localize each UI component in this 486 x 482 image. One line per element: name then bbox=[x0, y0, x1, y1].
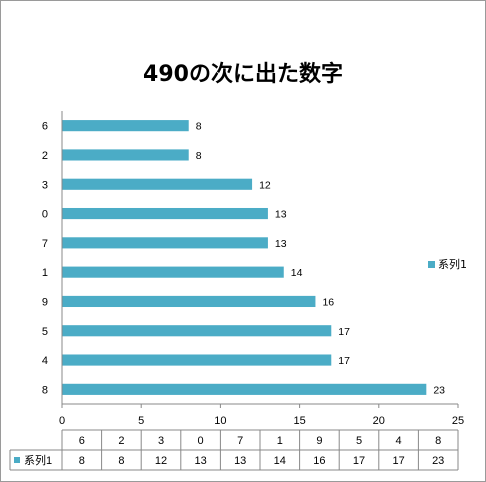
table-value-cell: 8 bbox=[118, 455, 124, 467]
table-series-name: 系列1 bbox=[24, 453, 52, 467]
table-header-cell: 2 bbox=[118, 435, 124, 447]
bar-7 bbox=[62, 237, 268, 249]
table-value-cell: 12 bbox=[155, 455, 167, 467]
category-label-7: 7 bbox=[42, 238, 48, 250]
bar-group bbox=[62, 120, 427, 395]
bar-3 bbox=[62, 178, 253, 190]
category-label-2: 2 bbox=[42, 150, 48, 162]
data-label-8: 23 bbox=[433, 384, 445, 396]
table-value-cell: 23 bbox=[432, 455, 444, 467]
bar-5 bbox=[62, 325, 332, 337]
x-tick-label-25: 25 bbox=[452, 415, 464, 427]
table-header-cell: 3 bbox=[158, 435, 164, 447]
data-table: 6 8 2 8 3 12 0 13 7 13 1 14 9 16 5 17 4 17 8 23 系列1 bbox=[9, 429, 459, 471]
table-value-cell: 14 bbox=[274, 455, 286, 467]
x-tick-label-10: 10 bbox=[214, 415, 226, 427]
data-label-0: 13 bbox=[275, 209, 287, 221]
bar-6 bbox=[62, 120, 189, 132]
bar-2 bbox=[62, 149, 189, 161]
data-label-6: 8 bbox=[196, 121, 202, 133]
category-label-0: 0 bbox=[42, 209, 48, 221]
bar-4 bbox=[62, 354, 332, 366]
table-value-cell: 13 bbox=[234, 455, 246, 467]
data-label-9: 16 bbox=[322, 296, 334, 308]
category-axis-labels: 8 4 5 9 1 7 0 3 2 6 bbox=[42, 121, 48, 397]
table-value-cell: 17 bbox=[392, 455, 404, 467]
legend-series-name: 系列1 bbox=[438, 258, 467, 271]
data-label-5: 17 bbox=[338, 326, 350, 338]
data-label-3: 12 bbox=[259, 179, 271, 191]
bar-0 bbox=[62, 207, 268, 220]
table-header-cell: 8 bbox=[435, 435, 441, 447]
table-header-cell: 5 bbox=[356, 435, 362, 447]
table-value-cell: 8 bbox=[79, 455, 85, 467]
data-label-2: 8 bbox=[196, 150, 202, 162]
category-label-6: 6 bbox=[42, 121, 48, 133]
bar-9 bbox=[62, 295, 316, 308]
table-header-cell: 9 bbox=[316, 435, 322, 447]
table-header-cell: 7 bbox=[237, 435, 243, 447]
legend-swatch bbox=[428, 260, 435, 268]
data-label-group: 23 17 17 16 14 13 13 12 8 8 bbox=[196, 121, 445, 397]
x-tick-label-15: 15 bbox=[293, 415, 305, 427]
value-axis: 0 5 10 15 20 25 bbox=[59, 111, 464, 427]
x-tick-label-0: 0 bbox=[59, 415, 65, 427]
table-value-cell: 16 bbox=[313, 455, 325, 467]
table-legend-swatch bbox=[14, 457, 20, 463]
table-value-cell: 13 bbox=[194, 455, 206, 467]
category-label-5: 5 bbox=[42, 326, 48, 338]
category-label-4: 4 bbox=[42, 355, 48, 367]
category-label-8: 8 bbox=[42, 384, 48, 396]
data-label-7: 13 bbox=[275, 238, 287, 250]
x-tick-label-5: 5 bbox=[138, 415, 144, 427]
bar-8 bbox=[62, 383, 427, 395]
category-label-1: 1 bbox=[42, 267, 48, 279]
data-label-1: 14 bbox=[291, 267, 303, 279]
table-header-cell: 1 bbox=[277, 435, 283, 447]
table-header-cell: 0 bbox=[198, 435, 204, 447]
bar-1 bbox=[62, 266, 284, 278]
x-tick-label-20: 20 bbox=[373, 415, 385, 427]
legend: 系列1 bbox=[428, 256, 467, 272]
category-label-3: 3 bbox=[42, 179, 48, 191]
table-value-cell: 17 bbox=[353, 455, 365, 467]
chart-title: 490の次に出た数字 bbox=[143, 62, 343, 87]
data-label-4: 17 bbox=[338, 355, 350, 367]
category-label-9: 9 bbox=[42, 296, 48, 308]
table-header-cell: 6 bbox=[79, 435, 85, 447]
table-header-cell: 4 bbox=[396, 435, 402, 447]
